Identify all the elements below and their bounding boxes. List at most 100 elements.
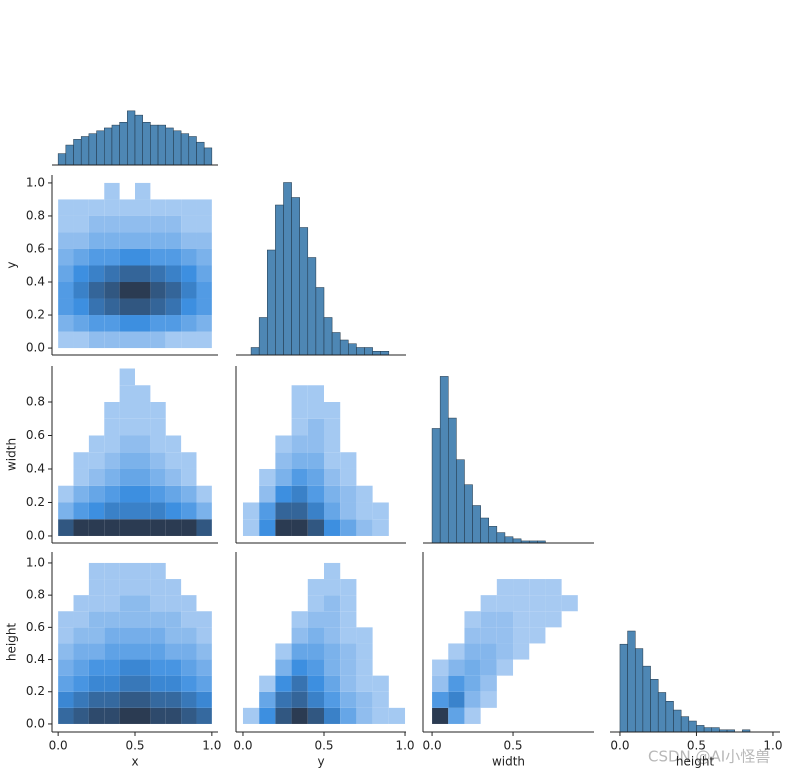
hist-bar (488, 526, 498, 544)
hist2d-cell (58, 469, 73, 486)
hist2d-cell (356, 595, 372, 611)
hist2d-cell (181, 248, 197, 266)
hist2d-cell (578, 627, 594, 643)
hist2d-cell (464, 643, 481, 660)
hist2d-cell (165, 643, 182, 660)
hist2d-cell (74, 183, 89, 200)
hist2d-cell (481, 563, 497, 579)
hist2d-cell (74, 402, 89, 419)
hist2d-cell (259, 627, 275, 643)
hist2d-cell (135, 298, 151, 316)
hist-bar (372, 351, 381, 356)
hist2d-cell (88, 519, 105, 536)
hist2d-cell (480, 595, 497, 612)
hist-bar (680, 716, 690, 733)
x-axis-label: y (317, 755, 324, 769)
hist2d-cell (323, 659, 341, 676)
hist2d-cell (389, 385, 405, 402)
hist2d-cell (529, 627, 546, 644)
hist2d-cell (323, 485, 341, 503)
hist2d-cell (104, 579, 120, 596)
hist2d-cell (373, 419, 389, 436)
hist2d-cell (165, 519, 182, 536)
hist2d-cell (150, 579, 166, 596)
hist2d-cell (480, 659, 497, 676)
hist-bar (504, 536, 514, 544)
hist2d-cell (165, 468, 182, 486)
hist2d-cell (150, 385, 165, 402)
hist2d-cell (196, 595, 211, 611)
hist2d-cell (356, 369, 372, 386)
hist2d-cell (259, 675, 276, 692)
hist2d-cell (529, 708, 545, 724)
hist2d-cell (73, 248, 89, 266)
hist2d-cell (104, 691, 120, 708)
hist2d-cell (119, 435, 135, 453)
hist2d-cell (389, 486, 405, 503)
hist2d-cell (73, 298, 89, 316)
hist2d-cell (389, 595, 405, 611)
hist2d-cell (181, 611, 197, 628)
hist2d-cell (73, 232, 89, 249)
hist2d-cell (119, 643, 135, 660)
hist2d-cell (135, 402, 151, 419)
hist2d-cell (373, 627, 389, 643)
hist-bar (456, 459, 465, 544)
hist2d-cell (181, 419, 196, 436)
hist2d-cell (291, 675, 308, 692)
hist2d-cell (529, 643, 545, 659)
hist2d-cell (275, 627, 291, 643)
hist2d-cell (119, 215, 135, 233)
hist2d-cell (308, 369, 324, 386)
hist2d-cell (58, 199, 74, 216)
hist2d-cell (464, 707, 481, 724)
x-tick-label: 0.0 (423, 739, 442, 753)
hist2d-cell (496, 643, 514, 660)
hist2d-cell (58, 675, 74, 692)
y-tick-label: 0.4 (26, 275, 45, 289)
watermark: CSDN @AI小怪兽 (648, 748, 770, 766)
hist2d-cell (135, 369, 150, 386)
y-tick-label: 0.0 (26, 716, 45, 730)
hist2d-cell (104, 468, 120, 486)
hist2d-cell (562, 611, 578, 627)
hist2d-cell (259, 660, 275, 676)
hist2d-cell (73, 452, 89, 469)
hist2d-cell (181, 232, 197, 249)
hist2d-cell (104, 611, 120, 628)
hist2d-cell (323, 675, 341, 692)
hist2d-cell (88, 435, 105, 453)
hist2d-cell (135, 659, 151, 676)
hist2d-cell (135, 452, 151, 469)
hist-bar (250, 347, 260, 356)
hist2d-cell (196, 502, 212, 520)
hist-bar (472, 505, 481, 544)
hist2d-cell (448, 707, 465, 724)
hist2d-cell (545, 708, 561, 724)
hist2d-cell (181, 643, 197, 660)
hist2d-cell (74, 369, 89, 386)
hist2d-cell (165, 707, 182, 724)
hist2d-cell (389, 692, 405, 708)
hist2d-cell (243, 435, 259, 452)
y-tick-label: 0.2 (26, 684, 45, 698)
panel: 0.0 0.5 1.0 height (610, 630, 783, 769)
hist2d-cell (88, 707, 105, 724)
hist2d-cell (356, 402, 372, 419)
hist2d-cell (181, 369, 196, 386)
hist2d-cell (58, 282, 74, 299)
hist2d-cell (58, 385, 73, 402)
hist-bar (157, 124, 166, 166)
hist2d-cell (150, 315, 166, 332)
hist-bar (196, 141, 205, 166)
hist2d-cell (135, 691, 151, 708)
hist2d-cell (389, 519, 405, 536)
hist2d-cell (73, 485, 89, 503)
hist2d-cell (119, 331, 135, 349)
hist2d-cell (58, 659, 74, 676)
hist2d-cell (150, 707, 166, 724)
hist2d-cell (340, 385, 356, 402)
hist2d-cell (562, 692, 578, 708)
hist2d-cell (88, 691, 105, 708)
hist2d-cell (73, 627, 89, 644)
